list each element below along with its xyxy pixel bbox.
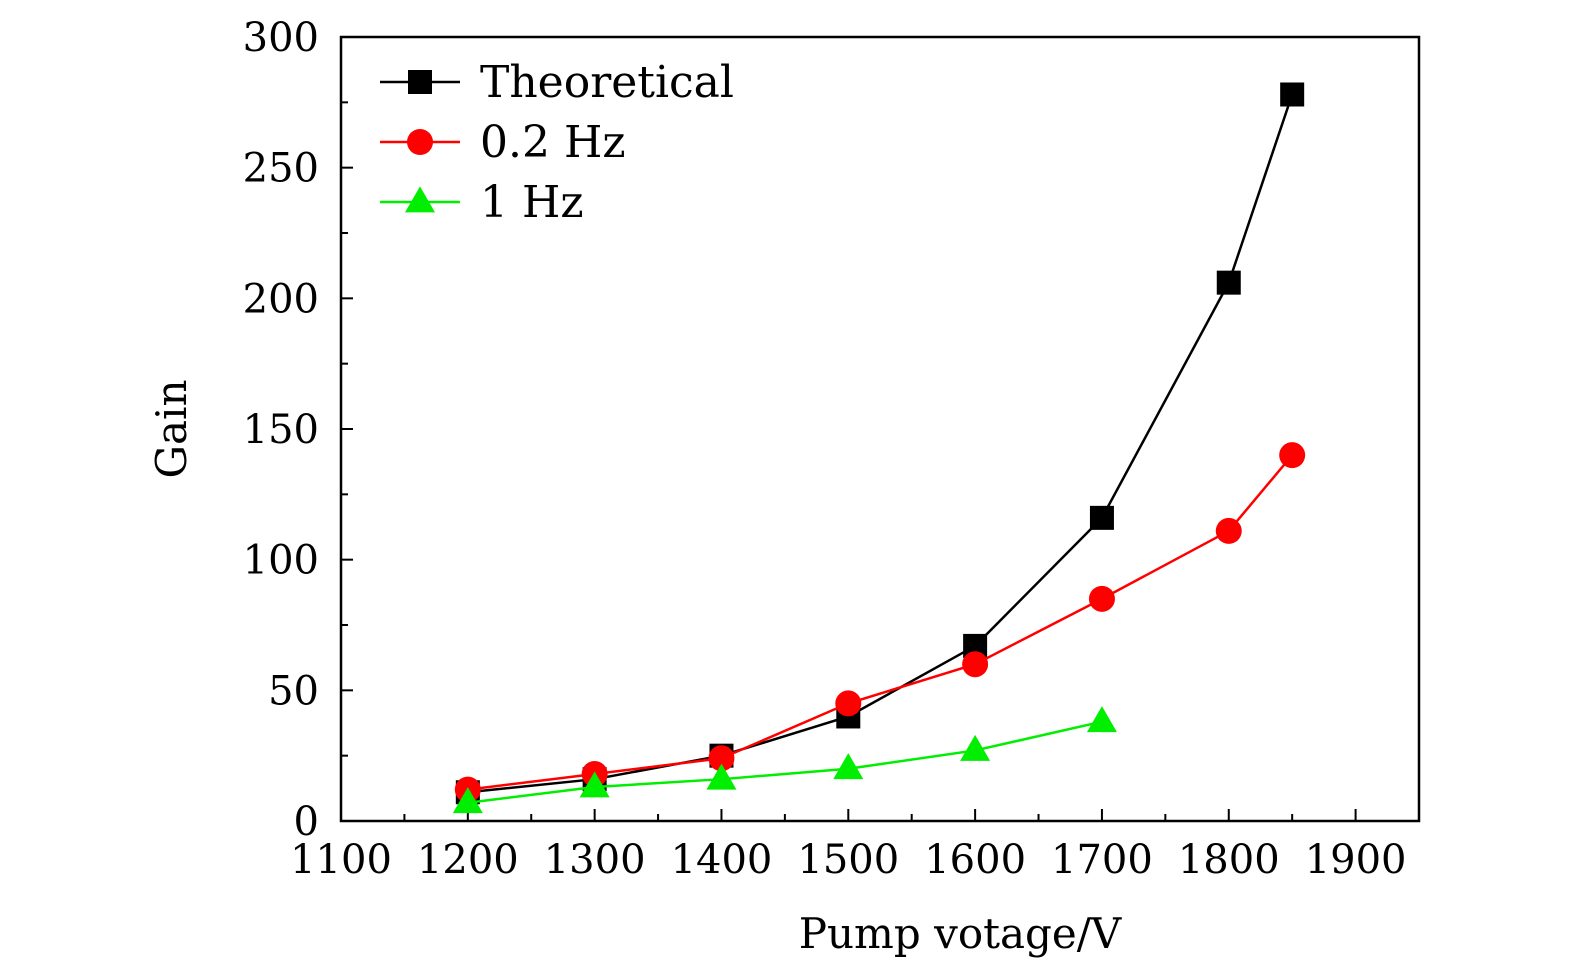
x-tick-labels: 1100 1200 1300 1400 1500 1600 1700 1800 1900 — [290, 837, 1406, 883]
series-triangle — [452, 706, 1117, 814]
data-point — [1216, 270, 1241, 295]
x-tick-label: 1900 — [1305, 837, 1407, 883]
x-tick-label: 1100 — [290, 837, 392, 883]
data-point — [833, 753, 864, 780]
data-point — [579, 771, 610, 798]
x-tick-label: 1400 — [671, 837, 773, 883]
legend-label: 1 Hz — [480, 177, 584, 228]
plot-series — [452, 82, 1306, 814]
y-tick-label: 100 — [243, 538, 319, 584]
legend-item: Theoretical — [380, 57, 734, 108]
data-point — [1215, 517, 1242, 544]
data-point — [960, 734, 991, 761]
plot-frame — [339, 35, 1421, 823]
legend-label: 0.2 Hz — [480, 117, 626, 168]
y-tick-label: 250 — [243, 146, 319, 192]
legend-marker — [405, 186, 435, 213]
x-tick-label: 1700 — [1051, 837, 1153, 883]
data-point — [1279, 442, 1306, 469]
legend: Theoretical 0.2 Hz 1 Hz — [380, 57, 734, 228]
y-tick-label: 0 — [294, 799, 319, 845]
series-line — [467, 94, 1294, 794]
data-point — [962, 651, 989, 678]
data-point — [1088, 585, 1115, 612]
x-axis-title: Pump votage/V — [799, 909, 1122, 958]
y-tick-label: 300 — [243, 15, 319, 61]
series-line — [467, 720, 1103, 804]
data-point — [706, 763, 737, 790]
data-point — [708, 745, 735, 772]
legend-marker — [407, 129, 433, 155]
x-tick-label: 1300 — [544, 837, 646, 883]
data-point — [452, 787, 483, 814]
series-line — [467, 454, 1294, 791]
y-tick-label: 200 — [243, 276, 319, 322]
series-circle — [454, 442, 1306, 803]
y-axis-title: Gain — [147, 379, 196, 478]
legend-item: 0.2 Hz — [380, 117, 626, 168]
legend-marker — [408, 70, 432, 94]
x-tick-label: 1800 — [1178, 837, 1280, 883]
data-point — [1280, 82, 1305, 107]
y-tick-label: 50 — [268, 668, 319, 714]
y-tick-label: 150 — [243, 407, 319, 453]
data-point — [835, 690, 862, 717]
legend-item: 1 Hz — [380, 177, 584, 228]
data-point — [1086, 706, 1117, 733]
y-tick-labels: 0 50 100 150 200 250 300 — [243, 15, 319, 845]
data-point — [1089, 505, 1114, 530]
legend-label: Theoretical — [480, 57, 734, 108]
x-tick-label: 1500 — [797, 837, 899, 883]
x-tick-label: 1200 — [417, 837, 519, 883]
x-tick-label: 1600 — [924, 837, 1026, 883]
